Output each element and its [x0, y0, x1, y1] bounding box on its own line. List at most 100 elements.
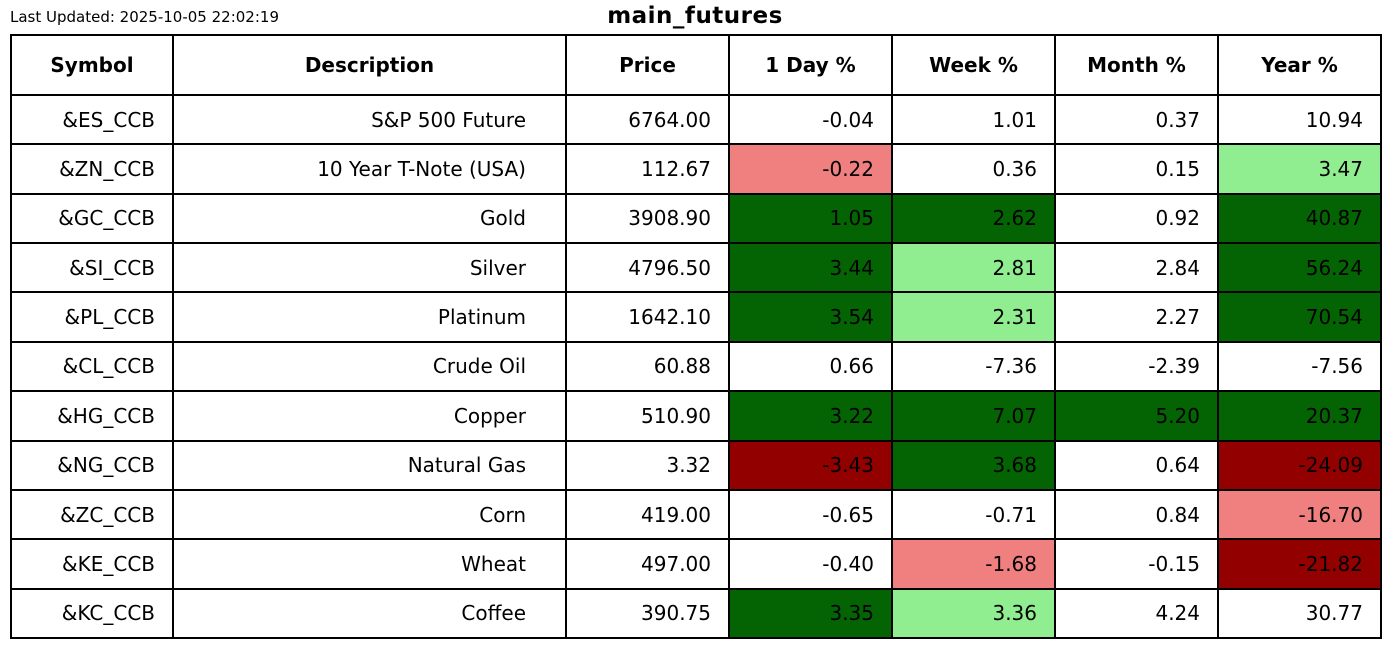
description-cell: Crude Oil — [172, 340, 567, 393]
percent-cell: 10.94 — [1217, 93, 1382, 146]
column-header: Symbol — [10, 34, 174, 96]
percent-cell: 7.07 — [891, 390, 1056, 442]
percent-cell: 2.84 — [1054, 242, 1219, 294]
price-cell: 510.90 — [565, 390, 730, 442]
percent-cell: -7.56 — [1217, 340, 1382, 393]
percent-cell: 1.05 — [728, 192, 893, 245]
table-row: &ZN_CCB 10 Year T-Note (USA) 112.67 -0.22 0.… — [10, 143, 1382, 195]
percent-cell: 3.35 — [728, 587, 893, 640]
description-cell: Wheat — [172, 538, 567, 590]
column-header: Description — [172, 34, 567, 96]
price-cell: 3.32 — [565, 439, 730, 491]
percent-cell: 2.81 — [891, 242, 1056, 294]
table-row: &ZC_CCB Corn 419.00 -0.65 -0.71 0.84 -16.70 — [10, 488, 1382, 541]
percent-cell: -1.68 — [891, 538, 1056, 590]
percent-cell: 3.68 — [891, 439, 1056, 491]
price-cell: 112.67 — [565, 143, 730, 195]
percent-cell: -0.15 — [1054, 538, 1219, 590]
percent-cell: -7.36 — [891, 340, 1056, 393]
description-cell: 10 Year T-Note (USA) — [172, 143, 567, 195]
percent-cell: -24.09 — [1217, 439, 1382, 491]
symbol-cell: &KC_CCB — [10, 587, 174, 640]
percent-cell: -16.70 — [1217, 488, 1382, 541]
percent-cell: 0.92 — [1054, 192, 1219, 245]
symbol-cell: &PL_CCB — [10, 291, 174, 343]
description-cell: S&P 500 Future — [172, 93, 567, 146]
percent-cell: 2.62 — [891, 192, 1056, 245]
percent-cell: -0.04 — [728, 93, 893, 146]
percent-cell: 0.84 — [1054, 488, 1219, 541]
table-row: &HG_CCB Copper 510.90 3.22 7.07 5.20 20.37 — [10, 390, 1382, 442]
description-cell: Silver — [172, 242, 567, 294]
symbol-cell: &CL_CCB — [10, 340, 174, 393]
percent-cell: -21.82 — [1217, 538, 1382, 590]
percent-cell: 0.37 — [1054, 93, 1219, 146]
price-cell: 4796.50 — [565, 242, 730, 294]
percent-cell: 40.87 — [1217, 192, 1382, 245]
percent-cell: 0.66 — [728, 340, 893, 393]
symbol-cell: &ZC_CCB — [10, 488, 174, 541]
price-cell: 3908.90 — [565, 192, 730, 245]
percent-cell: 3.44 — [728, 242, 893, 294]
percent-cell: 56.24 — [1217, 242, 1382, 294]
percent-cell: 0.15 — [1054, 143, 1219, 195]
page-title: main_futures — [607, 3, 783, 29]
percent-cell: 5.20 — [1054, 390, 1219, 442]
symbol-cell: &GC_CCB — [10, 192, 174, 245]
table-row: &NG_CCB Natural Gas 3.32 -3.43 3.68 0.64 -24.0… — [10, 439, 1382, 491]
table-row: &SI_CCB Silver 4796.50 3.44 2.81 2.84 56.24 — [10, 242, 1382, 294]
futures-table: Symbol Description Price 1 Day % Week % Month… — [10, 34, 1382, 640]
symbol-cell: &ZN_CCB — [10, 143, 174, 195]
symbol-cell: &SI_CCB — [10, 242, 174, 294]
percent-cell: -3.43 — [728, 439, 893, 491]
percent-cell: -0.65 — [728, 488, 893, 541]
percent-cell: -2.39 — [1054, 340, 1219, 393]
symbol-cell: &KE_CCB — [10, 538, 174, 590]
percent-cell: 20.37 — [1217, 390, 1382, 442]
price-cell: 60.88 — [565, 340, 730, 393]
description-cell: Platinum — [172, 291, 567, 343]
column-header: Price — [565, 34, 730, 96]
table-body: &ES_CCB S&P 500 Future 6764.00 -0.04 1.01 0.3… — [10, 93, 1382, 640]
table-row: &PL_CCB Platinum 1642.10 3.54 2.31 2.27 70.54 — [10, 291, 1382, 343]
percent-cell: 70.54 — [1217, 291, 1382, 343]
price-cell: 1642.10 — [565, 291, 730, 343]
price-cell: 497.00 — [565, 538, 730, 590]
percent-cell: 4.24 — [1054, 587, 1219, 640]
last-updated-label: Last Updated: 2025-10-05 22:02:19 — [10, 8, 279, 26]
symbol-cell: &HG_CCB — [10, 390, 174, 442]
table-row: &GC_CCB Gold 3908.90 1.05 2.62 0.92 40.87 — [10, 192, 1382, 245]
percent-cell: 2.27 — [1054, 291, 1219, 343]
percent-cell: 1.01 — [891, 93, 1056, 146]
column-header: Month % — [1054, 34, 1219, 96]
description-cell: Coffee — [172, 587, 567, 640]
table-row: &KE_CCB Wheat 497.00 -0.40 -1.68 -0.15 -21.82 — [10, 538, 1382, 590]
percent-cell: 3.47 — [1217, 143, 1382, 195]
table-row: &ES_CCB S&P 500 Future 6764.00 -0.04 1.01 0.3… — [10, 93, 1382, 146]
description-cell: Natural Gas — [172, 439, 567, 491]
header-row: Symbol Description Price 1 Day % Week % Month… — [10, 34, 1382, 96]
price-cell: 6764.00 — [565, 93, 730, 146]
column-header: 1 Day % — [728, 34, 893, 96]
table-row: &KC_CCB Coffee 390.75 3.35 3.36 4.24 30.77 — [10, 587, 1382, 640]
percent-cell: -0.71 — [891, 488, 1056, 541]
percent-cell: 3.54 — [728, 291, 893, 343]
description-cell: Corn — [172, 488, 567, 541]
table-row: &CL_CCB Crude Oil 60.88 0.66 -7.36 -2.39 -7.56 — [10, 340, 1382, 393]
percent-cell: -0.22 — [728, 143, 893, 195]
description-cell: Gold — [172, 192, 567, 245]
percent-cell: 3.22 — [728, 390, 893, 442]
percent-cell: 3.36 — [891, 587, 1056, 640]
percent-cell: 2.31 — [891, 291, 1056, 343]
description-cell: Copper — [172, 390, 567, 442]
percent-cell: 30.77 — [1217, 587, 1382, 640]
percent-cell: 0.36 — [891, 143, 1056, 195]
column-header: Week % — [891, 34, 1056, 96]
column-header: Year % — [1217, 34, 1382, 96]
price-cell: 419.00 — [565, 488, 730, 541]
symbol-cell: &ES_CCB — [10, 93, 174, 146]
percent-cell: -0.40 — [728, 538, 893, 590]
percent-cell: 0.64 — [1054, 439, 1219, 491]
symbol-cell: &NG_CCB — [10, 439, 174, 491]
price-cell: 390.75 — [565, 587, 730, 640]
